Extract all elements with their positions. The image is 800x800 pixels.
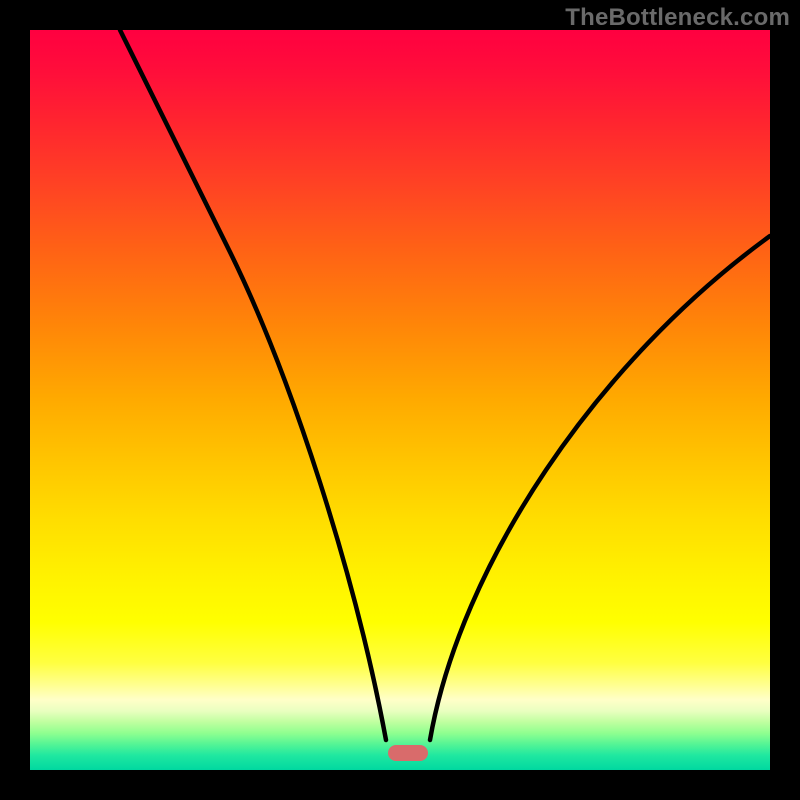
watermark-text: TheBottleneck.com [565, 4, 790, 32]
chart-background-gradient [30, 30, 770, 770]
chart-svg [0, 0, 800, 800]
bottleneck-chart: TheBottleneck.com [0, 0, 800, 800]
optimal-marker [388, 745, 428, 761]
